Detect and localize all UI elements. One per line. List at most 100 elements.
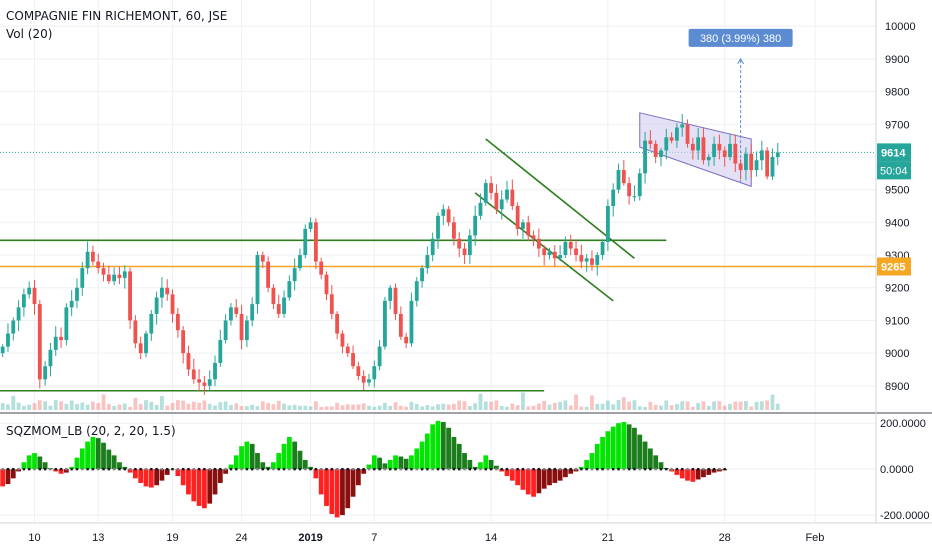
volume-bar [43, 401, 48, 410]
squeeze-dot [389, 467, 392, 471]
volume-bar [377, 405, 382, 410]
candle-body [621, 170, 626, 184]
volume-bar [181, 400, 186, 410]
momentum-bar [244, 441, 250, 470]
squeeze-dot [553, 467, 556, 471]
squeeze-dot [426, 467, 429, 471]
squeeze-dot [17, 467, 20, 471]
squeeze-dot [489, 467, 493, 471]
candle-body [292, 268, 297, 282]
momentum-bar [164, 469, 170, 475]
squeeze-dot [712, 467, 716, 471]
candle-body [590, 258, 594, 265]
momentum-bar [483, 455, 489, 470]
candle-body [75, 287, 79, 301]
squeeze-dot [224, 467, 227, 471]
volume-bar [414, 403, 419, 410]
squeeze-dot [654, 467, 657, 471]
volume-bar [6, 404, 10, 410]
squeeze-dot [59, 467, 63, 471]
volume-bar [21, 405, 26, 410]
momentum-bar [679, 469, 685, 479]
momentum-bar [456, 443, 462, 470]
squeeze-dot [256, 467, 259, 471]
momentum-bar [350, 469, 356, 497]
squeeze-dot [176, 467, 180, 471]
momentum-bar [302, 459, 308, 470]
squeeze-dot [75, 467, 79, 471]
volume-bar [170, 402, 175, 410]
candle-body [648, 140, 653, 144]
momentum-bar [594, 443, 600, 470]
momentum-bar [642, 441, 648, 470]
momentum-bar [106, 449, 112, 470]
squeeze-dot [696, 467, 700, 471]
candle-body [250, 304, 255, 321]
volume-bar [749, 406, 754, 410]
volume-bar [154, 405, 159, 410]
candle-body [462, 248, 467, 256]
candle-body [759, 150, 764, 161]
candle-body [361, 376, 366, 383]
squeeze-dot [203, 467, 206, 471]
squeeze-dot [447, 467, 450, 471]
volume-bar [313, 401, 318, 410]
volume-bar [75, 403, 79, 410]
volume-bar [266, 403, 271, 410]
candle-body [733, 143, 738, 164]
volume-bar [351, 404, 355, 410]
candle-body [181, 330, 186, 354]
candle-body [239, 313, 244, 341]
candle-body [393, 287, 398, 314]
squeeze-dot [707, 467, 710, 471]
volume-bar [568, 405, 573, 410]
candle-body [356, 366, 361, 377]
volume-bar [16, 402, 21, 410]
momentum-bar [706, 469, 712, 475]
momentum-bar [63, 469, 69, 473]
volume-bar [90, 401, 95, 410]
candle-body [21, 294, 26, 308]
squeeze-dot [521, 467, 525, 471]
squeeze-dot [150, 467, 153, 471]
squeeze-dot [166, 467, 169, 471]
momentum-bar [446, 427, 452, 470]
momentum-bar [202, 469, 207, 509]
candle-body [552, 251, 557, 259]
candle-body [122, 271, 127, 278]
volume-bar [0, 403, 5, 410]
squeeze-dot [208, 467, 211, 471]
candle-body [536, 238, 541, 249]
momentum-bar [297, 450, 303, 470]
time-axis: 10 13 19 24 2019 7 14 21 28 Feb [28, 532, 824, 544]
momentum-bar [536, 469, 542, 494]
momentum-bar [154, 469, 160, 486]
candle-body [69, 300, 74, 308]
candle-body [505, 189, 509, 200]
price-tick-label: 9900 [885, 54, 909, 66]
momentum-bar [276, 453, 282, 470]
momentum-bar [180, 469, 186, 486]
volume-bar [356, 404, 361, 410]
price-tick-label: 9000 [885, 348, 909, 360]
squeeze-dot [330, 467, 334, 471]
squeeze-dot [33, 467, 36, 471]
volume-bar [674, 403, 679, 410]
squeeze-dot [309, 467, 312, 471]
candle-body [223, 320, 228, 341]
volume-bar [382, 402, 387, 410]
volume-bar [244, 406, 249, 410]
candle-body [563, 241, 568, 256]
momentum-bar [159, 469, 165, 481]
measure-label-bg [688, 28, 793, 47]
volume-bar [685, 401, 690, 410]
momentum-bar [584, 459, 590, 470]
momentum-bar [101, 442, 106, 470]
volume-bar [213, 405, 217, 410]
candle-body [308, 222, 313, 229]
volume-bar [611, 404, 616, 410]
squeeze-dot [548, 467, 551, 471]
candle-body [398, 313, 403, 337]
